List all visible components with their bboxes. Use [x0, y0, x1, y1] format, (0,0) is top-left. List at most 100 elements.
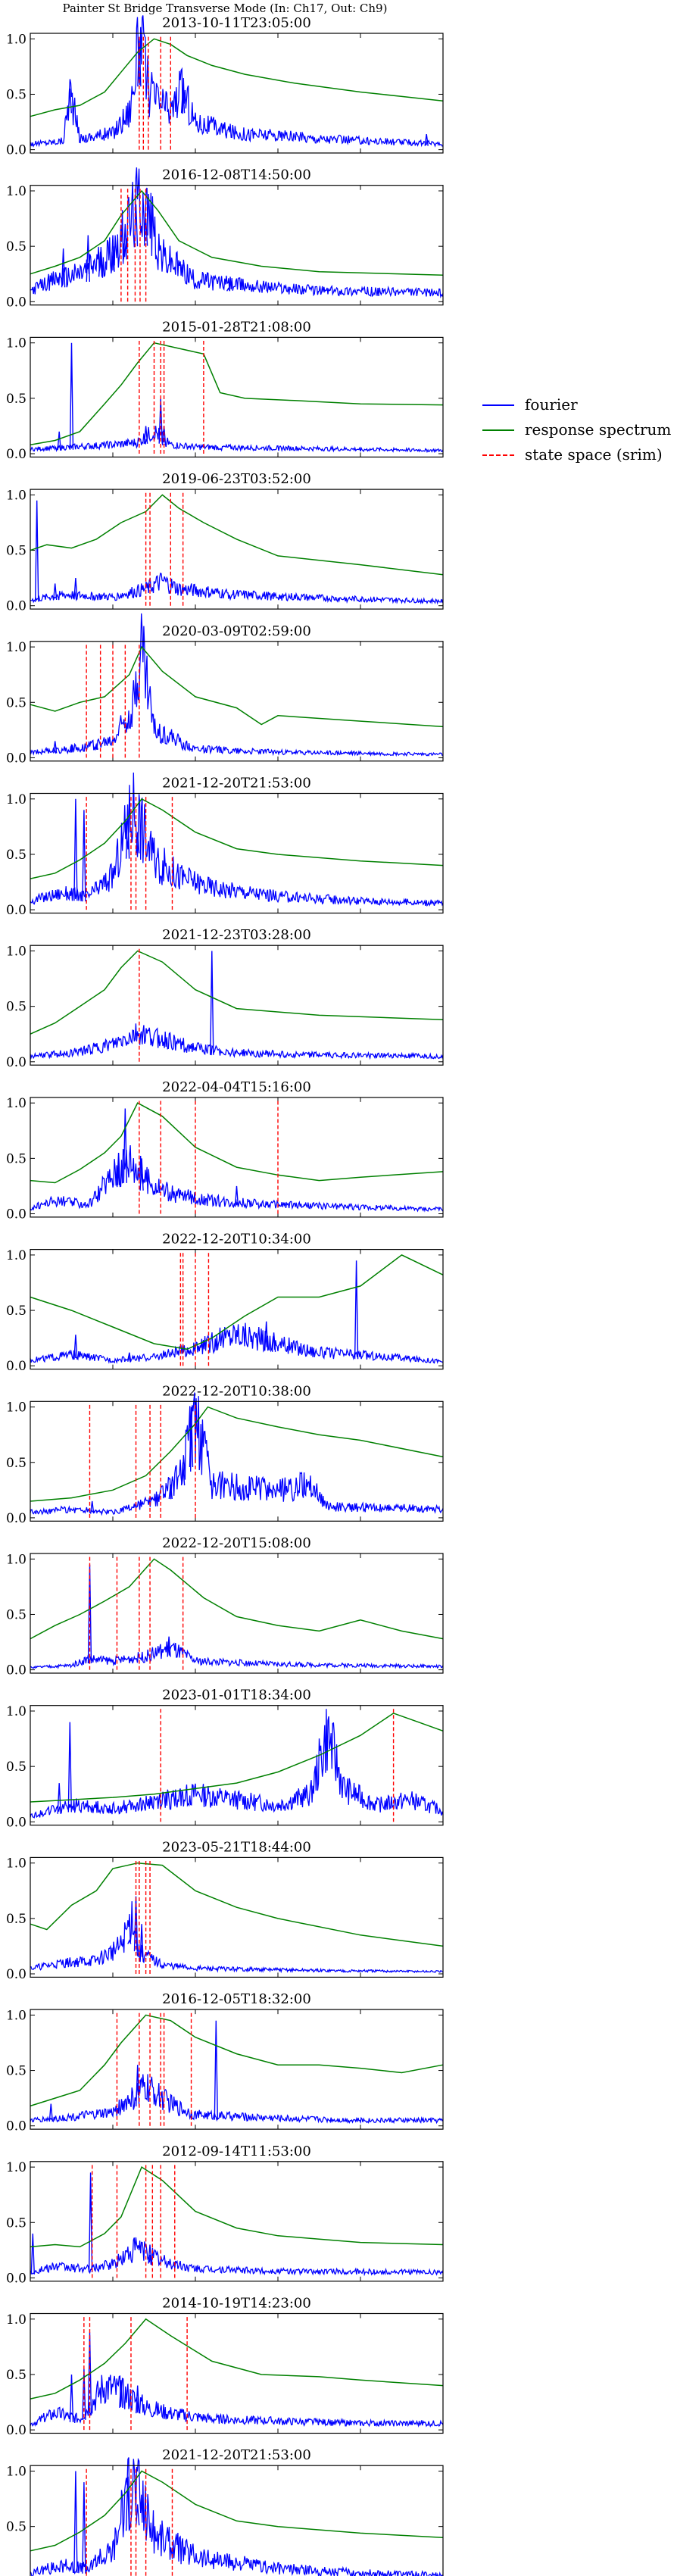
fourier-peak: [123, 1108, 127, 1183]
y-tick-label: 1.0: [6, 32, 27, 47]
y-tick-label: 1.0: [6, 1096, 27, 1111]
fourier-line: [30, 2237, 444, 2277]
panel-frame: [30, 33, 444, 154]
panel-title: 2022-12-20T10:34:00: [162, 1232, 311, 1247]
legend-item-response-spectrum: response spectrum: [479, 419, 672, 442]
fourier-peak: [136, 2065, 140, 2107]
y-tick-label: 0.0: [6, 447, 27, 462]
fourier-line: [30, 426, 444, 454]
y-tick-label: 1.0: [6, 1400, 27, 1416]
fourier-peak: [69, 342, 74, 450]
fourier-peak: [116, 1152, 121, 1188]
response-spectrum-line: [30, 798, 444, 879]
y-tick-label: 0.0: [6, 1663, 27, 1678]
fourier-peak: [57, 431, 61, 451]
y-tick-label: 0.0: [6, 1815, 27, 1830]
fourier-peak: [189, 1407, 194, 1468]
panel-title: 2019-06-23T03:52:00: [162, 471, 311, 487]
fourier-line: [30, 167, 444, 298]
panel-frame: [30, 2465, 444, 2576]
fourier-peak: [67, 89, 72, 114]
fourier-peak: [82, 2482, 86, 2574]
legend-swatch-fourier: [482, 404, 514, 406]
y-tick-label: 1.0: [6, 184, 27, 199]
panel-title: 2015-01-28T21:08:00: [162, 319, 311, 335]
fourier-peak: [86, 235, 90, 283]
fourier-peak: [127, 1352, 132, 1362]
y-tick-label: 0.5: [6, 87, 27, 102]
y-tick-label: 0.5: [6, 1912, 27, 1927]
response-spectrum-line: [30, 1254, 444, 1350]
y-tick-label: 1.0: [6, 640, 27, 655]
fourier-peak: [424, 134, 429, 146]
y-tick-label: 0.0: [6, 599, 27, 614]
fourier-peak: [125, 2476, 130, 2531]
panel-title: 2020-03-09T02:59:00: [162, 623, 311, 639]
fourier-peak: [48, 2103, 53, 2122]
y-tick-label: 1.0: [6, 2312, 27, 2328]
fourier-peak: [67, 1722, 72, 1813]
legend-item-state-space: state space (srim): [479, 444, 672, 467]
fourier-peak: [234, 1185, 239, 1207]
legend: fourier response spectrum state space (s…: [479, 394, 672, 470]
fourier-line: [30, 1023, 444, 1060]
fourier-line: [30, 15, 444, 148]
panel-title: 2022-04-04T15:16:00: [162, 1079, 311, 1095]
y-tick-label: 1.0: [6, 792, 27, 807]
response-spectrum-line: [30, 2014, 444, 2107]
y-tick-label: 1.0: [6, 1704, 27, 1719]
panel-frame: [30, 1400, 444, 1522]
fourier-line: [30, 1322, 443, 1364]
panel-frame: [30, 1097, 444, 1218]
figure-suptitle: Painter St Bridge Transverse Mode (In: C…: [62, 2, 388, 15]
panel-frame: [30, 1705, 444, 1826]
legend-label-state-space: state space (srim): [525, 445, 663, 464]
y-tick-label: 0.5: [6, 1456, 27, 1471]
y-tick-label: 0.5: [6, 1304, 27, 1319]
y-tick-label: 0.0: [6, 143, 27, 158]
fourier-peak: [61, 248, 66, 288]
fourier-peak: [123, 223, 127, 260]
y-tick-label: 0.5: [6, 2520, 27, 2535]
fourier-peak: [136, 2504, 140, 2526]
y-tick-label: 1.0: [6, 488, 27, 503]
fourier-peak: [57, 1783, 61, 1814]
fourier-peak: [53, 583, 58, 601]
fourier-line: [30, 572, 444, 605]
panel-frame: [30, 185, 444, 306]
panel-title: 2021-12-23T03:28:00: [162, 927, 311, 943]
fourier-peak: [90, 1500, 95, 1514]
fourier-peak: [127, 1939, 132, 1944]
panel-title: 2023-05-21T18:44:00: [162, 1839, 311, 1855]
legend-swatch-state-space: [482, 454, 514, 456]
legend-swatch-response-spectrum: [482, 429, 514, 431]
legend-label-response-spectrum: response spectrum: [525, 420, 672, 439]
legend-label-fourier: fourier: [525, 395, 578, 414]
response-spectrum-line: [30, 2470, 444, 2552]
response-spectrum-line: [30, 1558, 444, 1640]
response-spectrum-line: [30, 342, 444, 446]
fourier-peak: [69, 744, 74, 753]
fourier-peak: [143, 426, 148, 444]
y-tick-label: 0.0: [6, 2575, 27, 2576]
panel-title: 2016-12-08T14:50:00: [162, 167, 311, 183]
fourier-line: [30, 613, 444, 757]
fourier-peak: [136, 2385, 140, 2414]
y-tick-label: 0.5: [6, 392, 27, 407]
y-tick-label: 0.0: [6, 1967, 27, 1982]
panel-frame: [30, 2312, 444, 2434]
fourier-peak: [139, 1158, 144, 1191]
fourier-line: [30, 1144, 444, 1213]
fourier-peak: [53, 741, 58, 754]
y-tick-label: 0.5: [6, 1151, 27, 1166]
fourier-line: [30, 2457, 444, 2576]
fourier-line: [30, 2074, 444, 2125]
fourier-peak: [111, 235, 115, 272]
fourier-peak: [143, 218, 148, 246]
panel-frame: [30, 1248, 444, 1370]
fourier-peak: [264, 1321, 269, 1351]
y-tick-label: 0.5: [6, 695, 27, 710]
fourier-peak: [354, 1260, 359, 1360]
y-tick-label: 0.0: [6, 2119, 27, 2134]
panel-title: 2014-10-19T14:23:00: [162, 2296, 311, 2312]
